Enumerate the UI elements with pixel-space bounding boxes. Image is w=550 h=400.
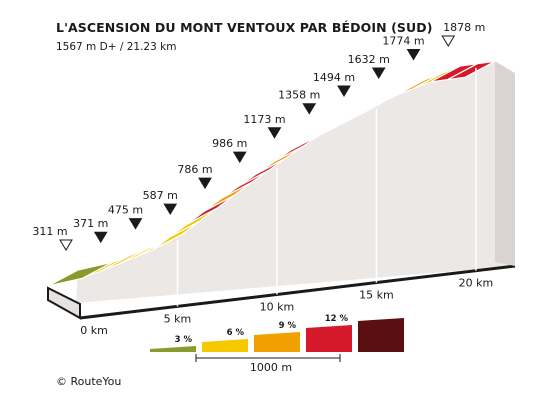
elevation-marker bbox=[337, 85, 351, 97]
legend-swatch bbox=[306, 325, 352, 352]
elevation-label: 786 m bbox=[177, 163, 212, 176]
profile-base-edge bbox=[79, 264, 516, 320]
elevation-marker bbox=[163, 203, 178, 216]
legend-swatch bbox=[254, 332, 300, 352]
elevation-label: 1632 m bbox=[348, 53, 390, 66]
elevation-label: 1358 m bbox=[278, 89, 320, 102]
elevation-label: 1774 m bbox=[382, 35, 424, 48]
elevation-label: 311 m bbox=[32, 225, 67, 238]
x-tick-label: 10 km bbox=[260, 300, 295, 313]
x-tick-label: 0 km bbox=[80, 324, 108, 337]
road-segment bbox=[447, 60, 496, 81]
chart-subtitle: 1567 m D+ / 21.23 km bbox=[56, 41, 177, 53]
elevation-label: 1494 m bbox=[313, 71, 355, 84]
legend-label: 9 % bbox=[279, 321, 297, 331]
elevation-label: 371 m bbox=[73, 217, 108, 230]
elevation-marker bbox=[371, 67, 386, 79]
legend-label: 6 % bbox=[227, 328, 245, 338]
profile-wall bbox=[76, 61, 515, 304]
legend-swatch bbox=[202, 339, 248, 352]
elevation-label: 475 m bbox=[108, 204, 143, 217]
elevation-marker bbox=[128, 218, 143, 230]
legend-swatch bbox=[150, 346, 196, 352]
x-tick-label: 5 km bbox=[164, 312, 192, 325]
legend-label: 3 % bbox=[175, 335, 193, 345]
profile-end-wall bbox=[495, 61, 515, 267]
elevation-label: 1878 m bbox=[443, 21, 485, 34]
elevation-label: 986 m bbox=[212, 137, 247, 150]
profile-base-side bbox=[47, 286, 81, 320]
elevation-marker bbox=[59, 239, 73, 251]
chart-title: L'ASCENSION DU MONT VENTOUX PAR BÉDOIN (… bbox=[56, 20, 433, 35]
routeyou-credit: © RouteYou bbox=[56, 375, 122, 388]
elevation-marker bbox=[441, 35, 456, 47]
elevation-marker bbox=[198, 177, 212, 190]
elevation-marker bbox=[93, 231, 108, 244]
elevation-marker bbox=[267, 127, 282, 139]
elevation-label: 587 m bbox=[143, 189, 178, 202]
x-tick-label: 20 km bbox=[459, 277, 494, 290]
elevation-marker bbox=[302, 103, 317, 115]
legend-scale-label: 1000 m bbox=[250, 361, 292, 374]
elevation-marker bbox=[232, 151, 247, 164]
elevation-label: 1173 m bbox=[243, 113, 285, 126]
elevation-marker bbox=[406, 49, 421, 61]
legend-swatch bbox=[358, 318, 404, 352]
x-tick-label: 15 km bbox=[359, 289, 394, 302]
legend-label: 12 % bbox=[325, 314, 349, 324]
